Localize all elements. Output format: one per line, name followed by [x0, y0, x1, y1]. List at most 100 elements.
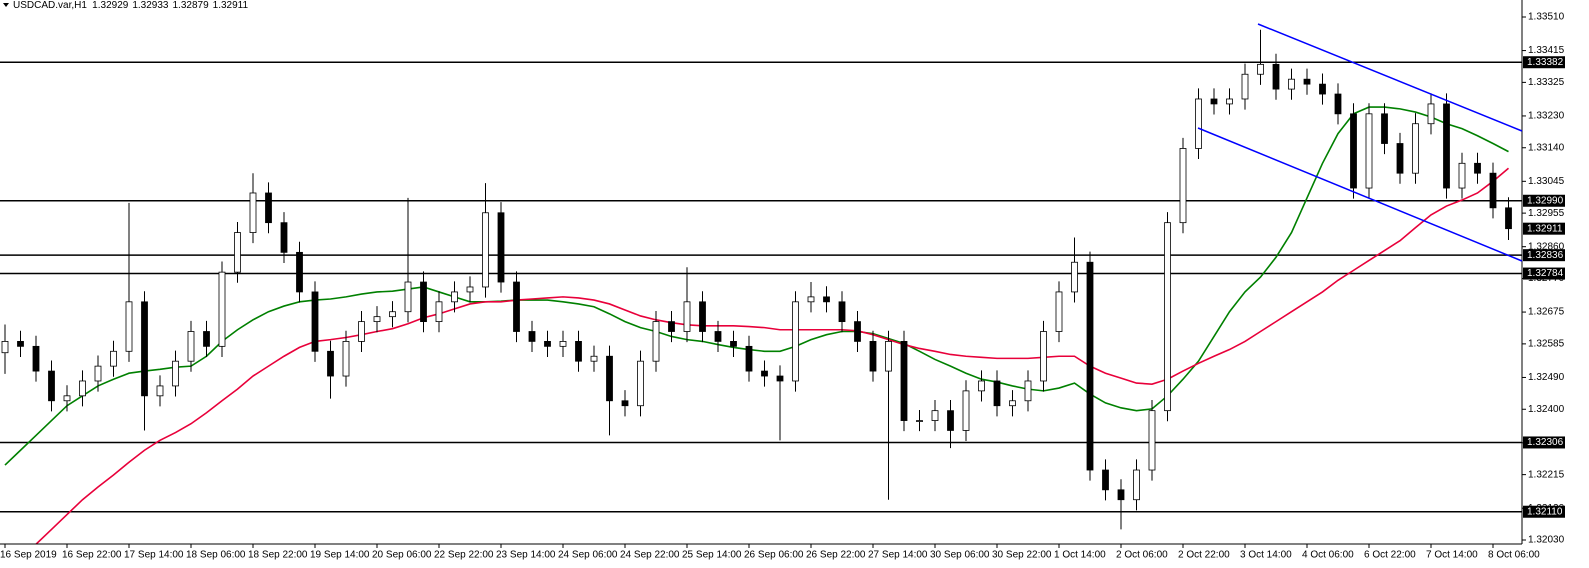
candle-body — [668, 321, 675, 332]
candle-body — [807, 296, 815, 303]
candle-body — [730, 341, 737, 347]
x-tick-label: 4 Oct 06:00 — [1302, 550, 1354, 561]
candle-body — [854, 321, 861, 342]
level-label: 1.33382 — [1527, 57, 1564, 68]
candle-body — [79, 380, 86, 397]
candle-body — [17, 341, 24, 347]
candle-body — [234, 232, 241, 273]
candle-body — [32, 345, 40, 372]
header: USDCAD.var,H1 1.32929 1.32933 1.32879 1.3291… — [13, 0, 248, 11]
candle-body — [48, 370, 55, 402]
candle-body — [947, 410, 954, 431]
y-tick-label: 1.32585 — [1528, 339, 1565, 350]
channel-upper — [1257, 23, 1523, 132]
candle-body — [544, 341, 551, 347]
y-tick-label: 1.32955 — [1528, 208, 1565, 219]
candle-body — [1071, 261, 1078, 293]
candle-body — [1040, 331, 1047, 382]
x-tick-label: 26 Sep 22:00 — [806, 550, 866, 561]
y-tick-label: 1.33325 — [1528, 77, 1565, 88]
candle-body — [1210, 98, 1218, 105]
y-tick-label: 1.32860 — [1528, 241, 1565, 252]
y-tick-label: 1.33045 — [1528, 176, 1565, 187]
candle-body — [1272, 63, 1280, 90]
y-tick-label: 1.32675 — [1528, 307, 1565, 318]
y-tick-label: 1.33415 — [1528, 45, 1565, 56]
candle-body — [823, 296, 830, 303]
candle-body — [869, 341, 877, 372]
candle-body — [373, 316, 381, 323]
level-tag — [1523, 267, 1565, 280]
candle-body — [838, 301, 846, 323]
candle-body — [885, 341, 892, 372]
last-price-label: 1.32911 — [1527, 223, 1563, 234]
candle-body — [792, 301, 799, 382]
x-tick-label: 2 Oct 22:00 — [1178, 550, 1230, 561]
moving-average — [35, 167, 1510, 544]
moving-average — [4, 106, 1509, 466]
last-price-tag — [1523, 222, 1565, 235]
x-tick-label: 16 Sep 2019 — [0, 550, 57, 561]
quote-close: 1.32911 — [213, 0, 249, 11]
level-label: 1.32784 — [1527, 268, 1564, 279]
symbol: USDCAD.var,H1 — [13, 0, 87, 11]
x-tick-label: 16 Sep 22:00 — [62, 550, 122, 561]
x-tick-label: 30 Sep 06:00 — [930, 550, 990, 561]
candle-body — [1, 341, 9, 354]
candle-body — [931, 410, 939, 421]
quote-high: 1.32933 — [132, 0, 169, 11]
level-tag — [1523, 194, 1565, 207]
y-tick-label: 1.32490 — [1528, 372, 1565, 383]
candle-body — [513, 281, 520, 332]
y-tick-label: 1.32030 — [1528, 535, 1565, 546]
x-tick-label: 19 Sep 14:00 — [310, 550, 370, 561]
candle-body — [1133, 469, 1140, 501]
x-tick-label: 17 Sep 14:00 — [124, 550, 184, 561]
candle-body — [249, 192, 257, 233]
x-tick-label: 23 Sep 14:00 — [496, 550, 556, 561]
candle-body — [482, 212, 489, 288]
candle-body — [575, 341, 582, 362]
x-tick-label: 24 Sep 06:00 — [558, 550, 618, 561]
x-tick-label: 6 Oct 22:00 — [1364, 550, 1416, 561]
candle-body — [172, 360, 179, 387]
candle-body — [1241, 73, 1249, 100]
candle-body — [1179, 148, 1187, 224]
candle-body — [1489, 172, 1497, 209]
candle-body — [1365, 113, 1373, 189]
candle-body — [776, 375, 784, 382]
y-tick-label: 1.33510 — [1528, 12, 1565, 23]
candle-body — [559, 341, 567, 347]
candle-body — [296, 251, 303, 293]
candle-body — [389, 311, 396, 318]
candle-body — [125, 301, 133, 352]
candle-body — [683, 301, 691, 332]
candle-body — [993, 380, 1001, 407]
x-tick-label: 22 Sep 22:00 — [434, 550, 494, 561]
channel-lower — [1197, 127, 1523, 262]
candle-body — [218, 271, 226, 347]
candle-body — [187, 331, 195, 362]
candle-body — [1303, 78, 1311, 85]
x-tick-label: 8 Oct 06:00 — [1488, 550, 1540, 561]
level-tag — [1523, 56, 1565, 69]
candle-body — [311, 291, 319, 352]
candle-body — [1334, 93, 1342, 115]
x-tick-label: 27 Sep 14:00 — [868, 550, 928, 561]
candle-body — [435, 301, 443, 323]
candle-body — [900, 341, 908, 421]
candle-body — [699, 301, 706, 332]
level-label: 1.32110 — [1527, 506, 1563, 517]
candle-body — [265, 192, 272, 224]
candle-body — [745, 345, 753, 372]
candle-body — [327, 350, 334, 377]
candle-body — [621, 400, 629, 407]
candle-body — [358, 321, 365, 342]
candle-body — [1257, 63, 1264, 75]
y-tick-label: 1.32400 — [1528, 404, 1565, 415]
candle-body — [1443, 103, 1450, 189]
level-label: 1.32990 — [1527, 195, 1564, 206]
candle-body — [1412, 123, 1419, 174]
